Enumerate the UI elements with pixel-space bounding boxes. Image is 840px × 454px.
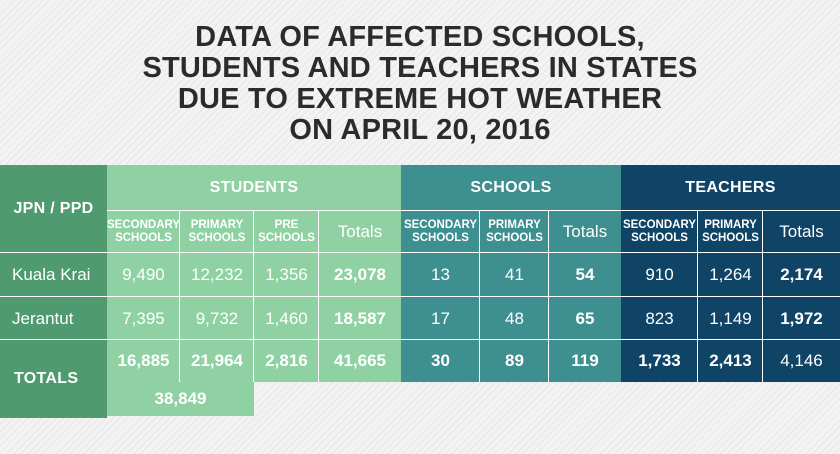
data-cell: 18,587 bbox=[319, 297, 401, 340]
title-line: DATA OF AFFECTED SCHOOLS, bbox=[195, 21, 645, 53]
data-cell: 12,232 bbox=[180, 253, 254, 297]
grid-line bbox=[318, 211, 319, 382]
totals-cell: 2,413 bbox=[698, 340, 763, 382]
group-header-schools: SCHOOLS bbox=[401, 165, 621, 211]
data-cell: 7,395 bbox=[107, 297, 180, 340]
group-header-teachers: TEACHERS bbox=[621, 165, 840, 211]
totals-cell: 21,964 bbox=[180, 340, 254, 382]
row-header: JPN / PPD bbox=[0, 165, 107, 253]
column-header: SECONDARY SCHOOLS bbox=[621, 211, 698, 253]
grid-line bbox=[179, 211, 180, 382]
data-cell: 9,490 bbox=[107, 253, 180, 297]
group-header-students: STUDENTS bbox=[107, 165, 401, 211]
grid-line bbox=[0, 339, 840, 340]
totals-cell: 1,733 bbox=[621, 340, 698, 382]
grid-line bbox=[107, 252, 840, 253]
column-header: Totals bbox=[319, 211, 401, 253]
data-cell: 1,356 bbox=[254, 253, 319, 297]
totals-label: TOTALS bbox=[0, 340, 107, 418]
totals-cell: 119 bbox=[549, 340, 621, 382]
data-cell: 41 bbox=[480, 253, 549, 297]
grid-line bbox=[697, 211, 698, 382]
row-label: Jerantut bbox=[0, 297, 107, 340]
grid-line bbox=[253, 211, 254, 382]
data-cell: 17 bbox=[401, 297, 480, 340]
data-cell: 1,264 bbox=[698, 253, 763, 297]
data-cell: 823 bbox=[621, 297, 698, 340]
column-header: Totals bbox=[763, 211, 840, 253]
column-header: SECONDARY SCHOOLS bbox=[107, 211, 180, 253]
data-cell: 2,174 bbox=[763, 253, 840, 297]
data-cell: 1,149 bbox=[698, 297, 763, 340]
totals-cell: 89 bbox=[480, 340, 549, 382]
column-header: Totals bbox=[549, 211, 621, 253]
title-line: ON APRIL 20, 2016 bbox=[289, 114, 551, 146]
infographic-title: DATA OF AFFECTED SCHOOLS, STUDENTS AND T… bbox=[0, 22, 840, 146]
data-cell: 48 bbox=[480, 297, 549, 340]
totals-extra: 38,849 bbox=[107, 382, 254, 416]
grid-line bbox=[548, 211, 549, 382]
title-line: DUE TO EXTREME HOT WEATHER bbox=[177, 83, 663, 115]
totals-cell: 2,816 bbox=[254, 340, 319, 382]
column-header: PRE SCHOOLS bbox=[254, 211, 319, 253]
grid-line bbox=[0, 252, 107, 253]
data-cell: 23,078 bbox=[319, 253, 401, 297]
column-header: PRIMARY SCHOOLS bbox=[698, 211, 763, 253]
totals-cell: 4,146 bbox=[763, 340, 840, 382]
data-cell: 9,732 bbox=[180, 297, 254, 340]
data-cell: 54 bbox=[549, 253, 621, 297]
grid-line bbox=[479, 211, 480, 382]
grid-line bbox=[0, 296, 840, 297]
grid-line bbox=[762, 211, 763, 382]
data-cell: 910 bbox=[621, 253, 698, 297]
column-header: SECONDARY SCHOOLS bbox=[401, 211, 480, 253]
totals-cell: 41,665 bbox=[319, 340, 401, 382]
title-line: STUDENTS AND TEACHERS IN STATES bbox=[142, 52, 698, 84]
data-cell: 1,460 bbox=[254, 297, 319, 340]
column-header: PRIMARY SCHOOLS bbox=[180, 211, 254, 253]
data-cell: 13 bbox=[401, 253, 480, 297]
data-cell: 1,972 bbox=[763, 297, 840, 340]
grid-line bbox=[107, 210, 840, 211]
row-label: Kuala Krai bbox=[0, 253, 107, 297]
totals-cell: 30 bbox=[401, 340, 480, 382]
data-cell: 65 bbox=[549, 297, 621, 340]
column-header: PRIMARY SCHOOLS bbox=[480, 211, 549, 253]
totals-cell: 16,885 bbox=[107, 340, 180, 382]
